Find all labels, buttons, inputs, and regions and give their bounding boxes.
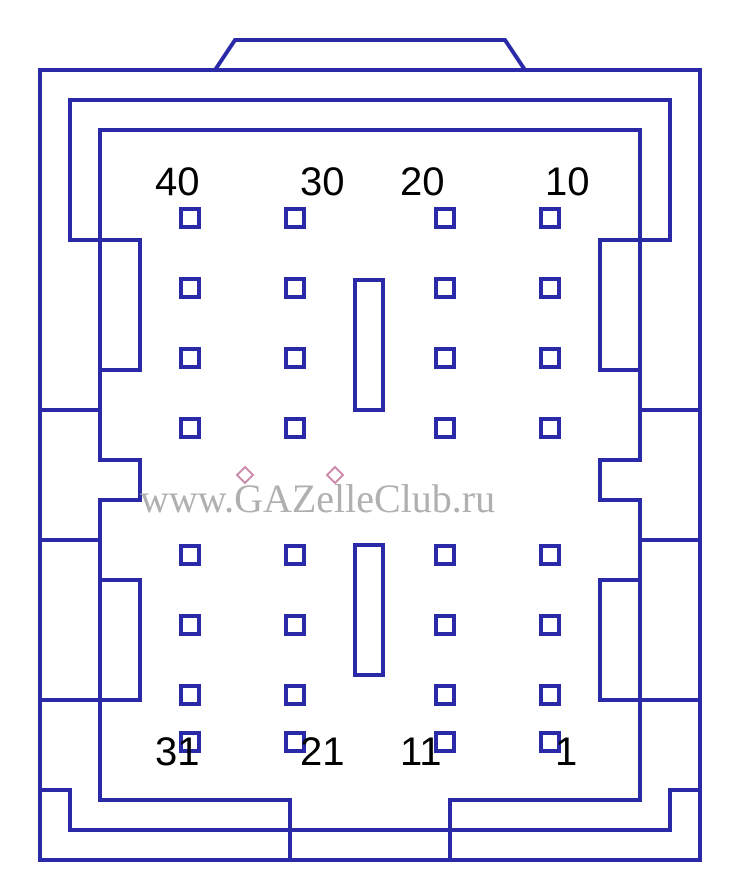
pin <box>541 686 559 704</box>
pin <box>181 546 199 564</box>
pin <box>286 546 304 564</box>
pin-label-top-3: 10 <box>545 160 590 204</box>
pin <box>436 546 454 564</box>
pin <box>541 419 559 437</box>
pin-label-bottom-1: 21 <box>300 730 345 774</box>
pin <box>286 686 304 704</box>
connector-diagram: 403020103121111 <box>0 0 746 880</box>
alignment-marker-1 <box>237 467 253 483</box>
top-tab <box>215 40 525 70</box>
pin <box>436 616 454 634</box>
pin-label-bottom-2: 11 <box>400 730 442 774</box>
pin <box>541 616 559 634</box>
pin <box>436 209 454 227</box>
inner-outline-2 <box>100 130 640 830</box>
pin <box>286 209 304 227</box>
pin <box>181 209 199 227</box>
pin <box>436 419 454 437</box>
pin <box>436 349 454 367</box>
pin <box>541 546 559 564</box>
pin <box>181 686 199 704</box>
pin <box>286 419 304 437</box>
pin-label-bottom-3: 1 <box>555 730 577 774</box>
pin <box>541 279 559 297</box>
center-slot-2 <box>355 545 383 675</box>
pin <box>286 616 304 634</box>
center-slot-1 <box>355 280 383 410</box>
pin <box>541 349 559 367</box>
alignment-marker-2 <box>327 467 343 483</box>
pin-label-top-2: 20 <box>400 160 445 204</box>
pin <box>286 279 304 297</box>
pin <box>181 349 199 367</box>
pin <box>541 209 559 227</box>
pin <box>436 279 454 297</box>
pin-label-bottom-0: 31 <box>155 730 200 774</box>
pin <box>181 419 199 437</box>
pin <box>181 279 199 297</box>
pin <box>436 686 454 704</box>
pin <box>181 616 199 634</box>
pin <box>286 349 304 367</box>
pin-label-top-1: 30 <box>300 160 345 204</box>
pin-label-top-0: 40 <box>155 160 200 204</box>
